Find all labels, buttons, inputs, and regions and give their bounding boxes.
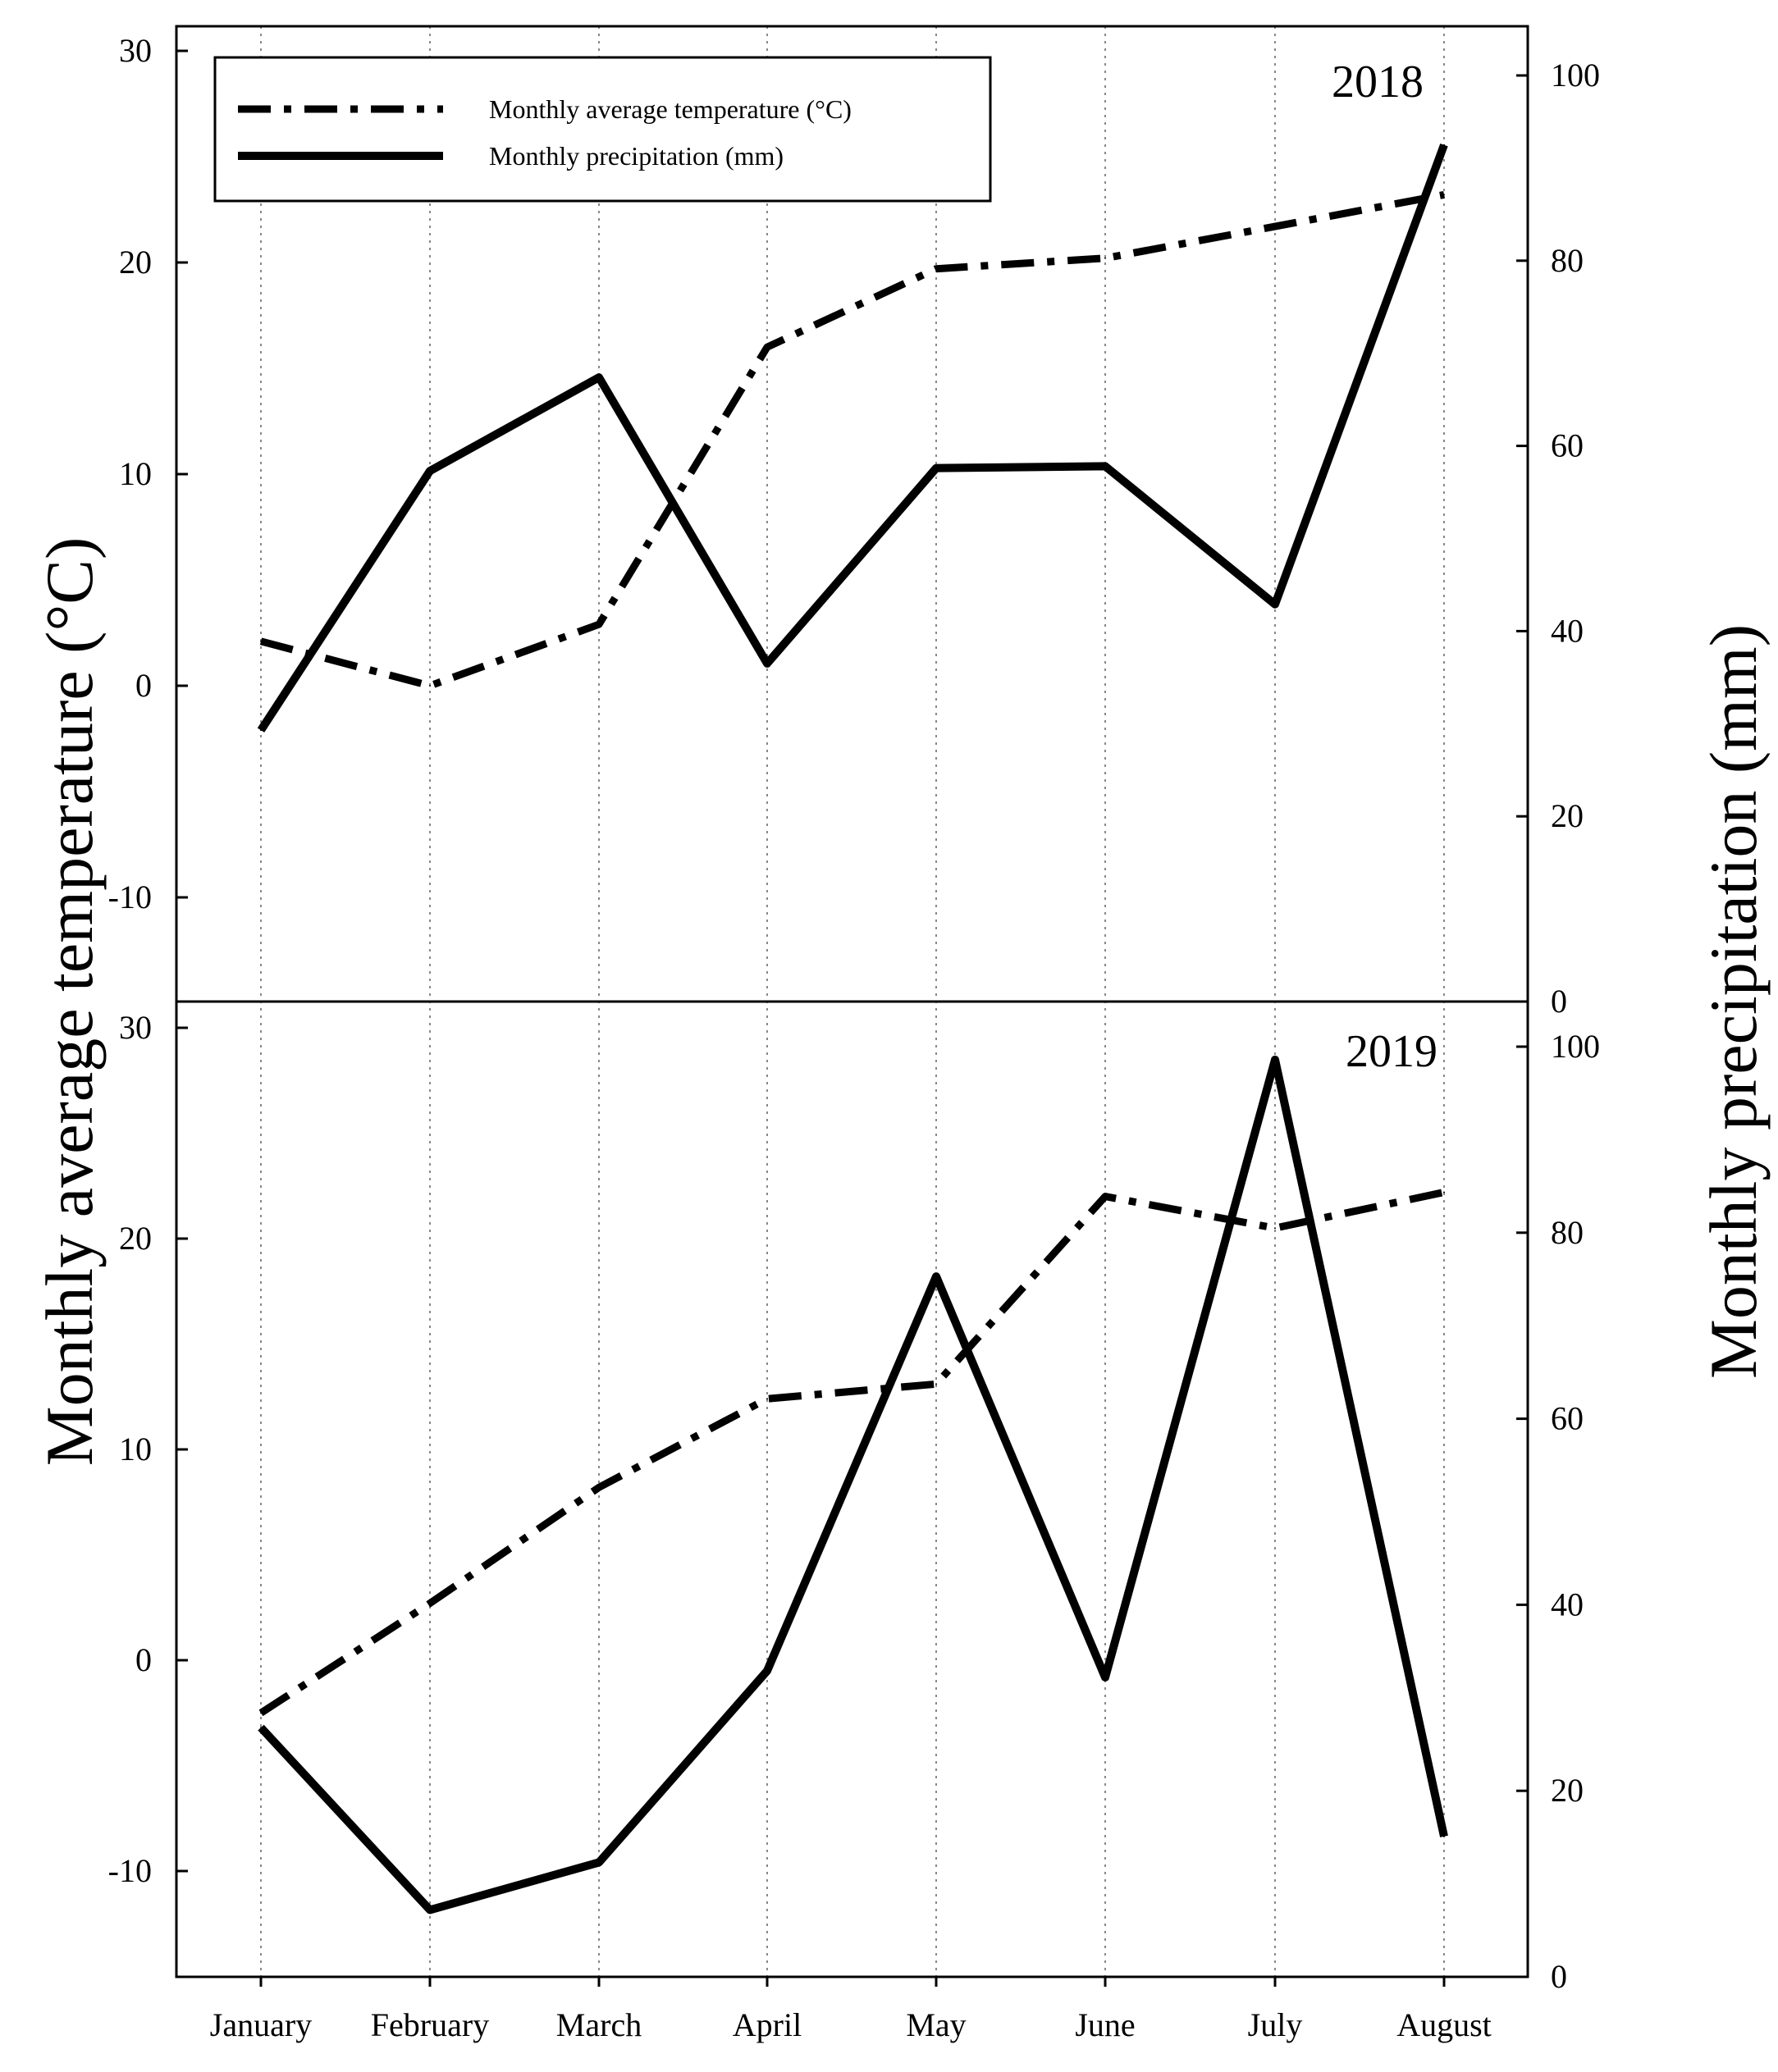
left-tick-label-2018-0: 0 [135,667,152,704]
left-tick-label-2018-10: 10 [119,455,152,492]
temperature-point-2018-may [935,267,937,270]
temperature-point-2018-january [260,640,262,642]
legend-label-precipitation: Monthly precipitation (mm) [489,141,784,171]
precipitation-line-2019 [258,1055,1448,1915]
left-tick-label-2019-30: 30 [119,1009,152,1046]
temperature-point-2018-june [1104,257,1106,259]
x-tick-label-march: March [556,2006,642,2043]
tick-labels: January February March April May June July Augu… [108,32,1600,2043]
x-tick-label-june: June [1075,2006,1135,2043]
temperature-point-2018-march [598,623,600,626]
precipitation-point-2019-july [1274,1058,1276,1061]
axis-ticks [176,49,1528,1987]
temperature-point-2018-july [1274,226,1276,228]
precipitation-point-2019-may [935,1276,937,1278]
temperature-point-2018-april [766,346,768,349]
legend-label-temperature: Monthly average temperature (°C) [489,94,852,124]
precipitation-point-2018-june [1104,465,1106,468]
x-tick-label-january: January [210,2006,312,2043]
left-axis-title: Monthly average temperature (°C) [32,537,107,1467]
x-tick-label-august: August [1396,2006,1492,2043]
precipitation-point-2018-july [1274,603,1276,605]
axis-titles: Monthly average temperature (°C) Monthly … [32,537,1771,1467]
temperature-line-2018 [259,190,1445,690]
temperature-point-2019-may [935,1383,937,1385]
left-tick-label-2018--10: -10 [108,879,152,915]
x-tick-label-july: July [1248,2006,1303,2043]
precipitation-point-2018-february [429,470,431,472]
precipitation-point-2019-march [598,1861,600,1864]
precipitation-point-2019-february [429,1909,431,1911]
temperature-point-2019-august [1443,1191,1445,1193]
x-tick-label-may: May [906,2006,966,2043]
precipitation-point-2019-august [1443,1835,1445,1837]
temperature-point-2019-january [260,1712,262,1714]
right-tick-label-2019-40: 40 [1551,1586,1584,1622]
precipitation-point-2018-january [260,729,262,732]
temperature-point-2018-february [429,685,431,687]
right-tick-label-2018-60: 60 [1551,427,1584,464]
year-label-2019: 2019 [1346,1026,1437,1077]
right-tick-label-2018-0: 0 [1551,983,1567,1020]
left-tick-label-2019-20: 20 [119,1220,152,1257]
precipitation-point-2019-june [1104,1676,1106,1678]
year-label-2018: 2018 [1332,57,1424,107]
precipitation-point-2018-march [598,377,600,379]
precipitation-point-2018-may [935,467,937,469]
right-tick-label-2018-40: 40 [1551,612,1584,649]
x-tick-label-february: February [371,2006,489,2043]
legend-box [213,56,992,203]
right-tick-label-2018-20: 20 [1551,797,1584,834]
temperature-point-2019-june [1104,1195,1106,1198]
precipitation-point-2019-april [766,1669,768,1672]
right-axis-title: Monthly precipitation (mm) [1696,624,1771,1379]
legend: Monthly average temperature (°C) Monthly … [213,56,992,203]
data-series [257,143,1448,1915]
right-tick-label-2018-100: 100 [1551,57,1600,94]
temperature-point-2019-february [429,1602,431,1604]
left-tick-label-2019-10: 10 [119,1431,152,1467]
temperature-point-2019-july [1274,1227,1276,1230]
precipitation-point-2018-april [766,662,768,664]
left-tick-label-2019-0: 0 [135,1641,152,1678]
precipitation-point-2019-january [260,1727,262,1729]
right-tick-label-2019-0: 0 [1551,1958,1567,1995]
right-tick-label-2018-80: 80 [1551,242,1584,279]
temperature-point-2018-august [1443,194,1445,196]
temperature-point-2019-april [766,1398,768,1400]
left-tick-label-2019--10: -10 [108,1852,152,1889]
right-tick-label-2019-100: 100 [1551,1028,1600,1065]
left-tick-label-2018-30: 30 [119,32,152,69]
temperature-point-2019-march [598,1486,600,1489]
right-tick-label-2019-60: 60 [1551,1400,1584,1437]
left-tick-label-2018-20: 20 [119,244,152,281]
right-tick-label-2019-80: 80 [1551,1214,1584,1251]
x-tick-label-april: April [733,2006,802,2043]
temperature-line-2019 [258,1189,1445,1717]
precipitation-line-2018 [257,143,1448,733]
plot-frame [175,25,1529,1978]
right-tick-label-2019-20: 20 [1551,1772,1584,1809]
precipitation-point-2018-august [1443,144,1445,146]
